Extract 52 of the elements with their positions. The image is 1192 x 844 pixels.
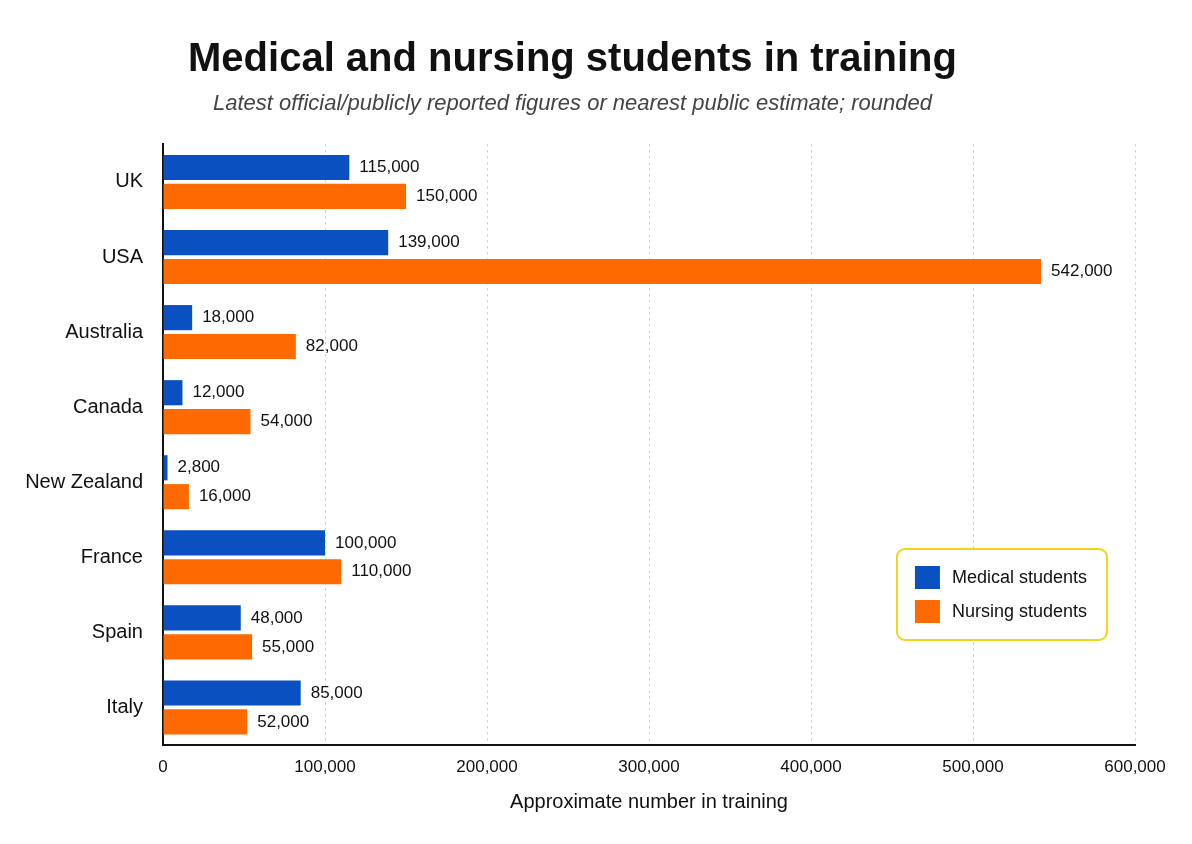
data-label: 542,000 (1051, 261, 1113, 281)
y-tick-label: New Zealand (25, 469, 143, 492)
chart-subtitle: Latest official/publicly reported figures or nearest public estimate; rounded (212, 90, 933, 116)
bar (163, 559, 342, 585)
data-label: 100,000 (335, 532, 397, 552)
x-axis-title: Approximate number in training (510, 789, 788, 812)
legend-label: Nursing students (951, 601, 1088, 622)
y-tick-label: Canada (72, 394, 144, 417)
data-label: 55,000 (262, 636, 315, 656)
bar (163, 605, 241, 631)
bar (163, 258, 1042, 285)
data-label: 12,000 (192, 382, 245, 402)
y-tick-label: Spain (91, 619, 143, 642)
y-tick-label: France (80, 544, 143, 567)
data-label: 54,000 (260, 411, 313, 431)
data-label: 139,000 (398, 232, 460, 252)
bar (163, 333, 296, 360)
data-label: 2,800 (177, 457, 221, 477)
y-tick-label: Italy (106, 694, 143, 717)
data-label: 150,000 (416, 186, 478, 206)
bar (163, 305, 193, 331)
x-tick-label: 0 (158, 756, 168, 776)
bar (163, 229, 389, 256)
bar (163, 530, 325, 556)
y-tick-label: Australia (65, 319, 144, 342)
bar (163, 634, 253, 660)
bar (163, 709, 248, 735)
bar (163, 484, 189, 510)
x-tick-label: 300,000 (618, 756, 680, 776)
data-label: 85,000 (310, 682, 363, 702)
legend-label: Medical students (951, 567, 1088, 588)
x-tick-label: 100,000 (294, 756, 356, 776)
bar (163, 455, 168, 481)
x-tick-label: 200,000 (456, 756, 518, 776)
x-tick-label: 600,000 (1104, 756, 1166, 776)
data-label: 115,000 (359, 157, 420, 177)
bar (163, 409, 251, 435)
x-tick-label: 500,000 (942, 756, 1004, 776)
chart-title: Medical and nursing students in training (188, 35, 957, 80)
data-label: 18,000 (202, 307, 255, 327)
y-tick-label: UK (115, 169, 144, 192)
bar (163, 680, 301, 706)
y-tick-label: USA (101, 244, 144, 267)
data-label: 16,000 (198, 486, 251, 506)
bar (163, 183, 406, 209)
bar (163, 154, 350, 181)
x-tick-label: 400,000 (780, 756, 842, 776)
data-label: 48,000 (250, 607, 303, 627)
data-label: 52,000 (257, 711, 310, 731)
data-label: 82,000 (305, 336, 358, 356)
bar (163, 380, 183, 406)
data-label: 110,000 (351, 561, 412, 581)
